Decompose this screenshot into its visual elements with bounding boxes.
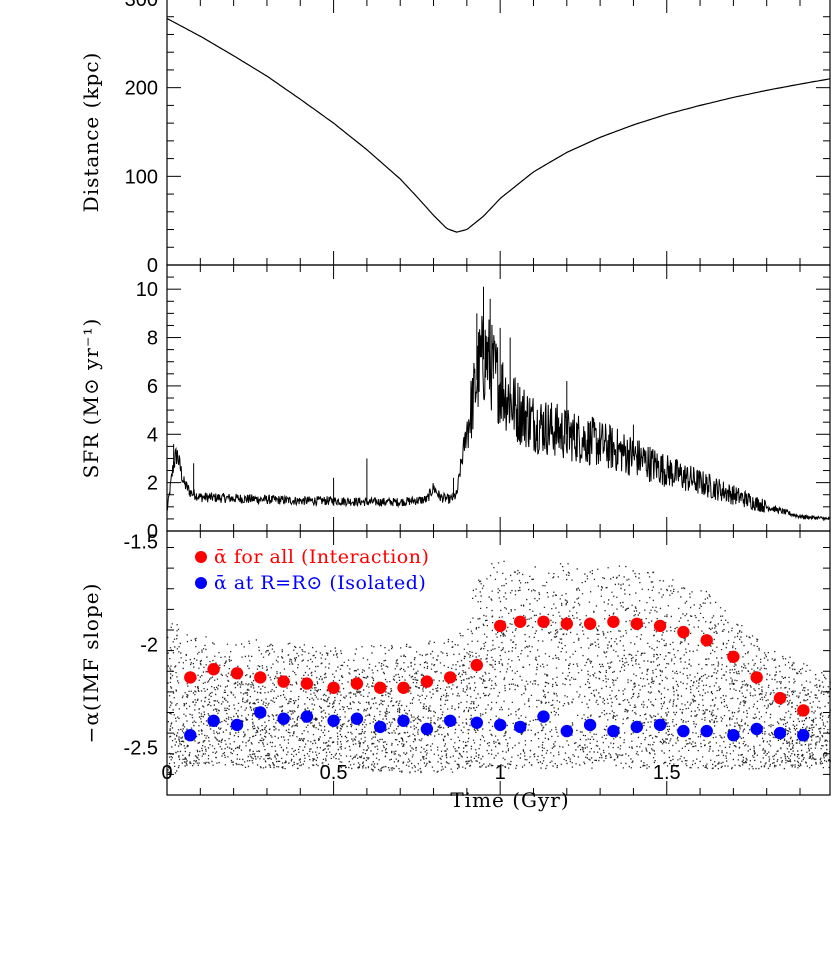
isolated-point [514,720,527,734]
isolated-point [727,729,740,742]
interaction-point [677,625,690,639]
legend-marker-interaction [195,551,207,563]
isolated-point [254,706,267,719]
isolated-point [397,714,410,727]
interaction-point [327,681,340,694]
distance-panel: 0 100 200 300 Distance (kpc) [79,0,831,277]
y-tick-label: -2 [140,634,158,656]
isolated-point [374,720,387,734]
isolated-point [773,726,787,740]
isolated-point [207,714,220,727]
distance-curve-layer [166,17,831,233]
interaction-point [207,663,220,676]
legend-label-isolated: ᾱ at R=R⊙ (Isolated) [214,572,426,594]
y-tick-label: 2 [147,473,158,495]
distance-line [166,17,831,233]
isolated-point [560,724,573,738]
interaction-point [494,619,507,633]
x-tick-label: 1 [495,762,506,784]
y-tick-label: -2.5 [124,738,158,760]
isolated-point [300,710,314,723]
interaction-point [397,681,410,694]
interaction-point [300,677,314,690]
isolated-point [444,714,457,727]
y-tick-label: 4 [147,424,158,446]
interaction-point [350,677,364,690]
legend-marker-isolated [195,577,207,589]
isolated-point [494,718,507,732]
sfr-y-axis-title: SFR (M⊙ yr⁻¹) [79,318,103,479]
interaction-point [470,658,483,672]
isolated-point [470,716,483,729]
y-tick-label: 6 [147,376,158,398]
x-tick-label: 0 [161,762,172,784]
isolated-point [537,710,550,723]
distance-y-axis-title: Distance (kpc) [79,52,103,213]
isolated-point [630,720,643,734]
x-axis-title: Time (Gyr) [450,788,569,812]
isolated-point [350,712,364,725]
isolated-point [700,724,713,738]
imf-ticks: -2.5 -2 -1.5 0 0.5 1 1.5 [124,531,830,796]
imf-y-axis-title: −α(IMF slope) [79,583,103,744]
interaction-point [277,675,290,688]
imf-series-points [184,615,810,742]
interaction-point [444,671,457,684]
distance-plot-frame [166,0,831,266]
x-tick-label: 1.5 [653,762,681,784]
y-tick-label: -1.5 [124,531,158,553]
legend: ᾱ for all (Interaction) ᾱ at R=R⊙ (Isola… [195,546,429,594]
interaction-point [230,667,244,680]
isolated-point [607,724,620,738]
sfr-line [166,315,830,522]
isolated-point [653,718,667,732]
interaction-point [750,671,763,684]
isolated-point [583,718,597,732]
isolated-point [277,712,290,725]
interaction-point [374,681,387,694]
sfr-panel: 0 2 4 6 8 10 SFR (M⊙ yr⁻¹) [79,264,831,543]
y-tick-label: 8 [147,328,158,350]
interaction-point [797,704,810,717]
y-tick-label: 0 [147,521,158,543]
interaction-point [773,691,787,705]
interaction-point [727,650,740,663]
isolated-point [184,729,197,742]
isolated-point [797,729,810,742]
isolated-point [420,722,434,736]
legend-label-interaction: ᾱ for all (Interaction) [214,546,429,568]
y-tick-label: 0 [147,255,158,277]
isolated-point [327,714,340,727]
interaction-point [630,617,643,630]
interaction-point [420,675,434,688]
isolated-point [230,718,244,732]
y-tick-label: 300 [125,0,158,11]
distance-ticks: 0 100 200 300 [125,0,830,277]
x-tick-label: 0.5 [320,762,348,784]
interaction-point [607,615,620,628]
interaction-point [514,615,527,628]
interaction-point [560,617,573,630]
interaction-point [583,617,597,630]
interaction-point [653,619,667,633]
y-tick-label: 200 [125,78,158,100]
interaction-point [254,671,267,684]
interaction-point [537,615,550,628]
isolated-point [677,724,690,738]
interaction-point [700,634,713,647]
sfr-curve-layer [166,286,830,522]
isolated-point [750,722,763,736]
y-tick-label: 100 [125,166,158,188]
imf-panel: -2.5 -2 -1.5 0 0.5 1 1.5 −α(IMF slope) Time (G… [79,530,831,812]
imf-plot-frame [166,530,831,796]
interaction-point [184,671,197,684]
y-tick-label: 10 [136,279,158,301]
